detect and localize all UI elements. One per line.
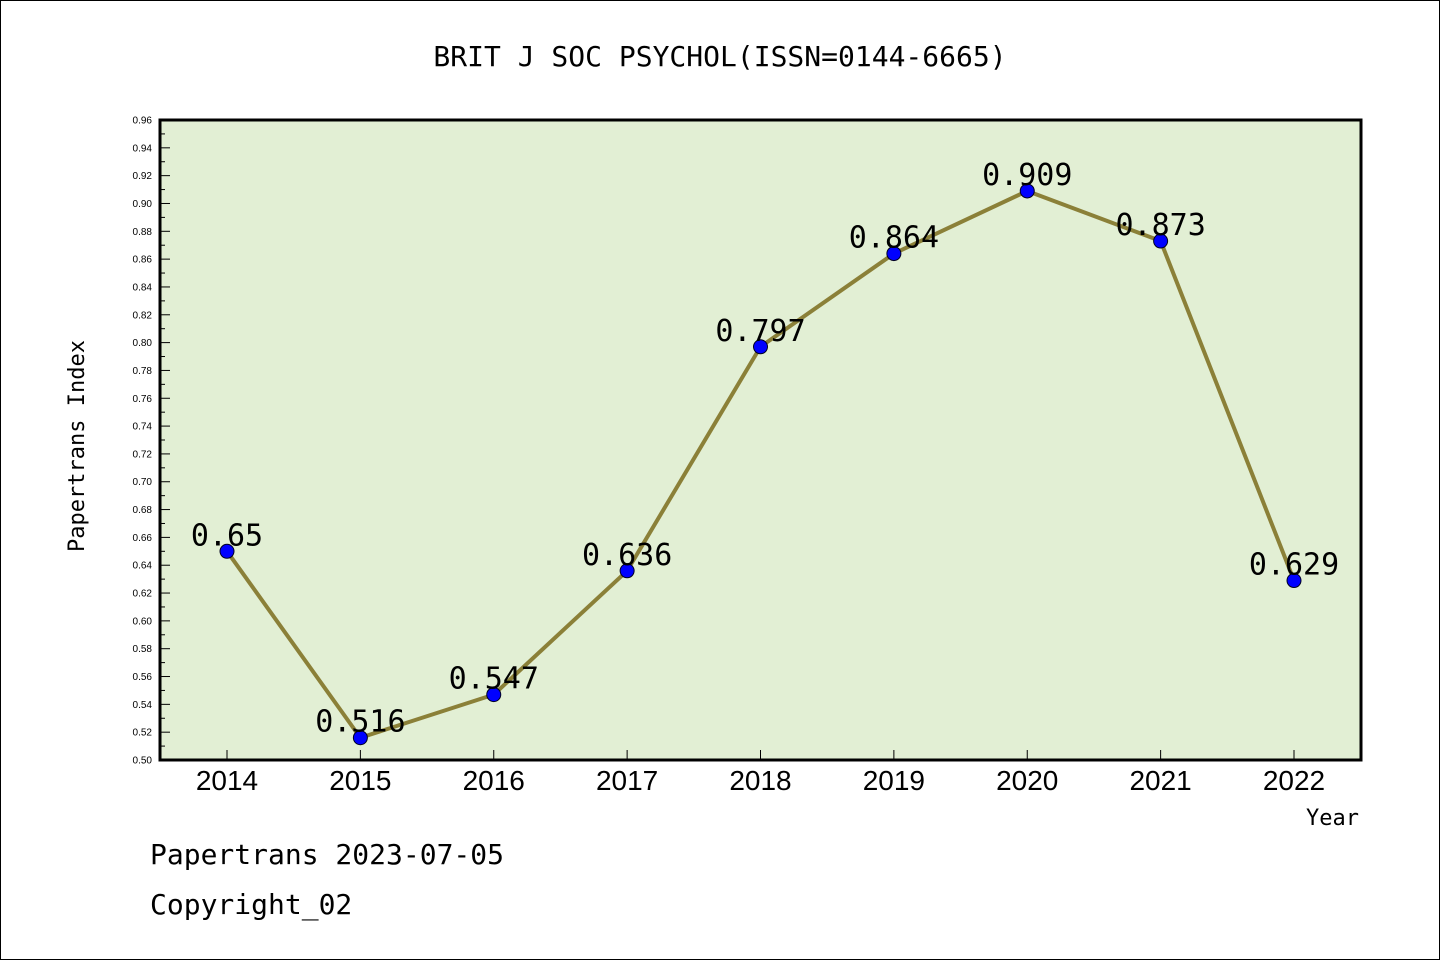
data-label: 0.797 — [715, 314, 805, 349]
x-tick-label: 2014 — [196, 765, 258, 796]
x-tick-label: 2019 — [863, 765, 925, 796]
x-tick-label: 2015 — [329, 765, 391, 796]
data-label: 0.547 — [449, 662, 539, 697]
data-point — [219, 543, 235, 559]
y-tick-label: 0.66 — [133, 533, 153, 544]
data-point — [753, 339, 768, 355]
data-point — [352, 730, 368, 746]
data-point — [1153, 233, 1169, 249]
x-axis: 2014 2015 2016 2017 2018 2019 2020 2021 2022 — [196, 750, 1325, 796]
x-tick-label: 2022 — [1263, 765, 1325, 796]
footer-copyright: Copyright_02 — [150, 888, 352, 922]
y-tick-label: 0.90 — [133, 199, 153, 210]
y-tick-label: 0.82 — [133, 310, 153, 321]
y-axis-label: Papertrans Index — [65, 340, 90, 552]
y-tick-label: 0.74 — [133, 422, 153, 433]
data-label: 0.65 — [191, 518, 263, 553]
data-point — [486, 687, 502, 703]
series — [219, 183, 1302, 746]
y-tick-label: 0.86 — [133, 255, 153, 266]
plot-area — [158, 118, 1363, 762]
y-axis: 0.50 0.52 0.54 0.56 0.58 0.60 0.62 0.64 0.66 0.68… — [133, 116, 170, 767]
y-tick-label: 0.88 — [133, 227, 153, 238]
data-label: 0.636 — [582, 538, 672, 573]
y-tick-label: 0.58 — [133, 644, 153, 655]
y-tick-label: 0.68 — [133, 505, 153, 516]
data-point — [1286, 573, 1302, 589]
x-tick-label: 2021 — [1129, 765, 1191, 796]
data-label: 0.516 — [315, 705, 405, 740]
y-tick-label: 0.52 — [133, 728, 153, 739]
y-tick-label: 0.84 — [133, 282, 153, 293]
data-point — [619, 563, 635, 579]
y-tick-label: 0.78 — [133, 366, 153, 377]
data-labels: 0.65 0.516 0.547 0.636 0.797 0.864 0.909 0.873 0… — [191, 158, 1339, 740]
data-label: 0.864 — [849, 221, 939, 256]
y-tick-label: 0.92 — [133, 171, 153, 182]
chart-title: BRIT J SOC PSYCHOL(ISSN=0144-6665) — [433, 40, 1006, 73]
y-tick-label: 0.54 — [133, 700, 153, 711]
x-axis-label: Year — [1306, 806, 1359, 831]
y-tick-label: 0.96 — [133, 116, 153, 127]
footer-date: Papertrans 2023-07-05 — [150, 838, 504, 871]
y-tick-label: 0.72 — [133, 449, 153, 460]
y-tick-label: 0.80 — [133, 338, 153, 349]
data-label: 0.629 — [1249, 548, 1339, 583]
data-label: 0.873 — [1115, 208, 1205, 243]
y-tick-label: 0.76 — [133, 394, 153, 405]
x-tick-label: 2018 — [729, 765, 791, 796]
y-tick-label: 0.60 — [133, 616, 153, 627]
y-tick-label: 0.56 — [133, 672, 153, 683]
y-tick-label: 0.70 — [133, 477, 153, 488]
x-tick-label: 2017 — [596, 765, 658, 796]
x-tick-label: 2020 — [996, 765, 1058, 796]
data-point — [886, 246, 902, 262]
y-tick-label: 0.64 — [133, 561, 153, 572]
y-tick-label: 0.50 — [133, 756, 153, 767]
y-tick-label: 0.62 — [133, 589, 153, 600]
y-tick-label: 0.94 — [133, 143, 153, 154]
x-tick-label: 2016 — [463, 765, 525, 796]
data-point — [1019, 183, 1035, 199]
data-label: 0.909 — [982, 158, 1072, 193]
